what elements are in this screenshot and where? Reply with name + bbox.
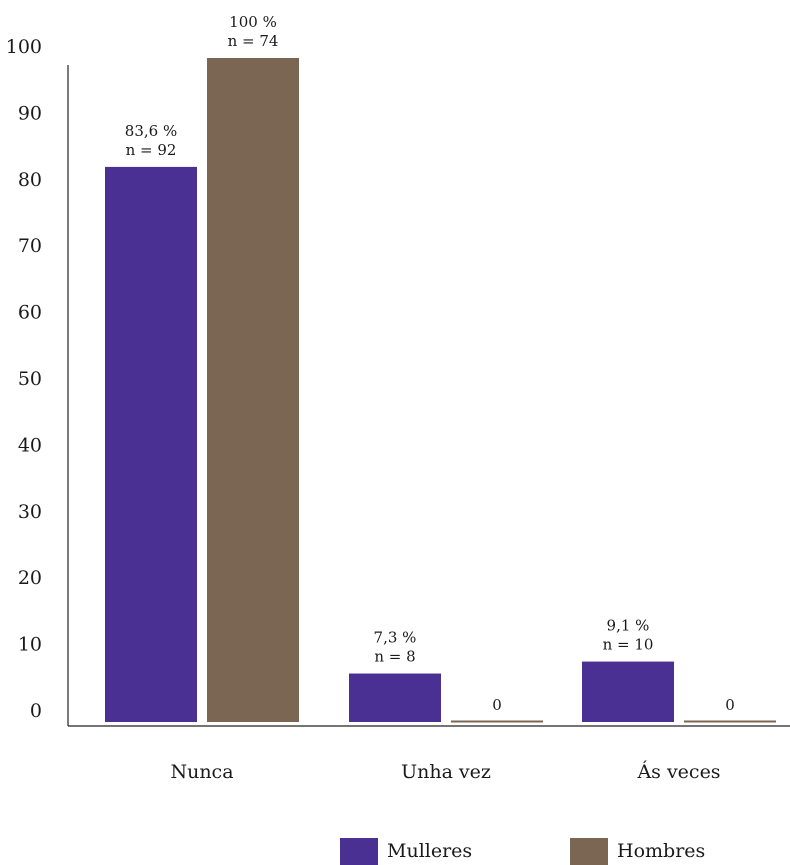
x-tick-label: Unha vez xyxy=(401,761,491,783)
y-tick-label: 0 xyxy=(30,700,42,722)
y-tick-label: 30 xyxy=(18,501,42,523)
data-label: 9,1 % xyxy=(607,617,650,635)
legend-swatch xyxy=(570,838,608,865)
bar xyxy=(349,673,441,722)
y-tick-label: 60 xyxy=(18,302,42,324)
data-label: 7,3 % xyxy=(374,629,417,647)
data-label: n = 92 xyxy=(126,141,177,159)
data-labels: 83,6 %n = 92 100 %n = 74 7,3 %n = 8 0 9,1 %n… xyxy=(125,13,735,714)
bars xyxy=(105,58,776,723)
bar xyxy=(105,166,197,722)
data-label: 100 % xyxy=(229,13,277,31)
bar xyxy=(684,720,776,723)
data-label: n = 74 xyxy=(228,32,279,50)
bar xyxy=(451,720,543,723)
y-tick-label: 40 xyxy=(18,434,42,456)
x-tick-label: Ás veces xyxy=(636,760,720,783)
y-tick-label: 20 xyxy=(18,567,42,589)
y-tick-label: 80 xyxy=(18,169,42,191)
legend: Mulleres Hombres xyxy=(340,838,705,865)
data-label: 0 xyxy=(725,696,735,714)
bar xyxy=(207,58,299,722)
legend-swatch xyxy=(340,838,378,865)
data-label: 83,6 % xyxy=(125,122,177,140)
data-label: 0 xyxy=(492,696,502,714)
data-label: n = 8 xyxy=(374,648,415,666)
x-tick-label: Nunca xyxy=(170,761,233,783)
data-label: n = 10 xyxy=(603,636,654,654)
bar xyxy=(582,661,674,722)
y-axis-ticks: 0 10 20 30 40 50 60 70 80 90 100 xyxy=(6,36,42,722)
legend-label: Mulleres xyxy=(387,840,472,862)
y-tick-label: 100 xyxy=(6,36,42,58)
y-tick-label: 10 xyxy=(18,634,42,656)
legend-label: Hombres xyxy=(617,840,705,862)
x-axis-labels: Nunca Unha vez Ás veces xyxy=(170,760,720,783)
y-tick-label: 70 xyxy=(18,235,42,257)
y-tick-label: 50 xyxy=(18,368,42,390)
y-tick-label: 90 xyxy=(18,102,42,124)
